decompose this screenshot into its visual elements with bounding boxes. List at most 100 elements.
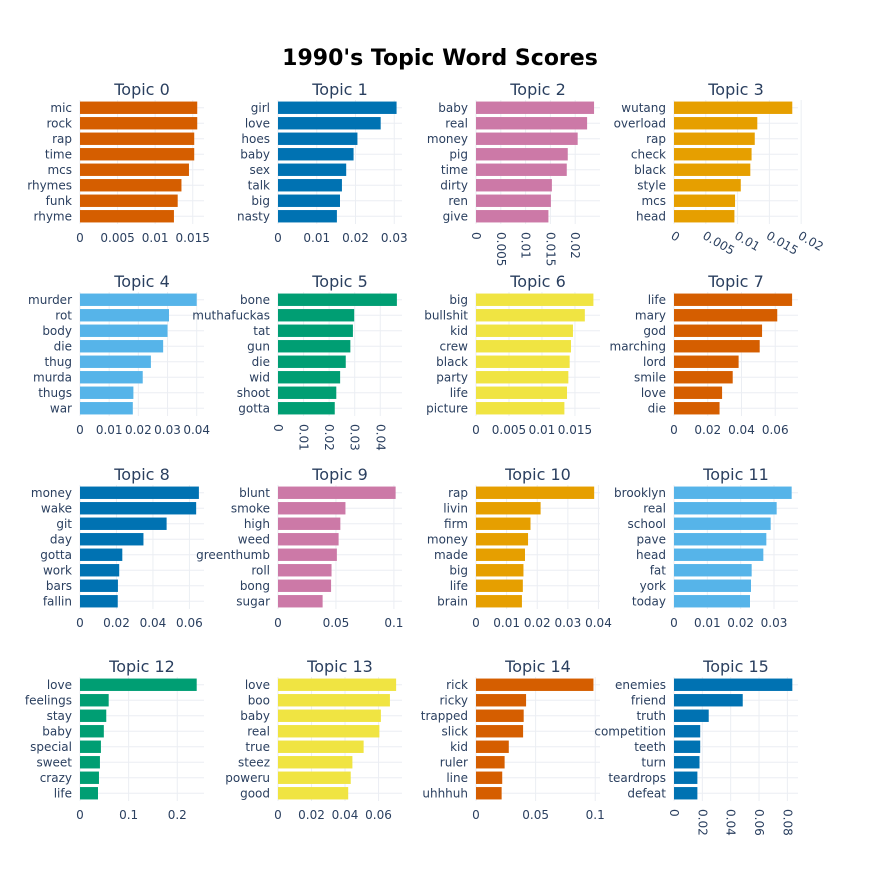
category-label: time [441,163,468,177]
category-label: funk [46,194,72,208]
category-label: trapped [421,709,468,723]
bar [278,678,397,691]
category-label: sweet [36,755,72,769]
bar [476,486,595,499]
category-label: bone [240,293,270,307]
x-tick-label: 0.02 [298,808,325,822]
bar [80,402,133,415]
bar [278,194,340,207]
category-label: pig [449,147,468,161]
category-label: overload [614,116,666,130]
category-label: tat [253,324,270,338]
category-label: god [643,324,666,338]
category-label: talk [248,178,270,192]
category-label: thug [44,355,72,369]
x-tick-label: 0.04 [728,423,755,437]
category-label: ren [448,194,468,208]
x-tick-label: 0.04 [140,616,167,630]
bar [674,371,733,384]
category-label: head [636,548,666,562]
bar [80,533,144,546]
category-label: baby [438,101,468,115]
x-tick-label: 0.01 [694,616,721,630]
bar [674,486,792,499]
x-tick-label: 0.01 [297,424,311,451]
bar [80,709,107,722]
bar [476,502,541,515]
bar [476,210,549,223]
category-label: black [634,163,666,177]
category-label: life [450,579,468,593]
bar [476,402,565,415]
category-label: defeat [627,786,666,800]
bar [278,533,339,546]
bar [80,163,189,176]
category-label: money [427,532,468,546]
subplot-title: Topic 1 [311,80,368,99]
category-label: mcs [47,163,72,177]
category-label: turn [641,755,666,769]
category-label: slick [442,724,469,738]
bar [278,771,351,784]
category-label: friend [631,693,666,707]
x-tick-label: 0.02 [796,228,826,253]
bar [476,548,525,561]
bar [80,179,182,192]
category-label: git [56,517,72,531]
bar [674,548,764,561]
category-label: thugs [38,386,72,400]
x-tick-label: 0 [469,232,483,240]
bar [278,740,364,753]
bar [476,517,531,530]
bar [80,386,134,399]
bar [80,756,100,769]
x-tick-label: 0.005 [492,423,526,437]
category-label: bong [240,579,270,593]
subplot-title: Topic 6 [509,272,566,291]
x-tick-label: 0.015 [543,232,557,266]
category-label: life [648,293,666,307]
x-tick-label: 0.06 [762,423,789,437]
category-label: wake [41,501,72,515]
x-tick-label: 0.015 [176,231,210,245]
category-label: party [436,370,468,384]
x-tick-label: 0 [274,231,282,245]
x-tick-label: 0 [274,616,282,630]
category-label: mcs [641,194,666,208]
chart-title: 1990's Topic Word Scores [282,46,598,71]
bar [278,595,323,608]
subplot-title: Topic 3 [707,80,764,99]
bar [278,293,397,306]
bar [674,163,751,176]
category-label: marching [610,339,666,353]
x-tick-label: 0.04 [332,808,359,822]
x-tick-label: 0 [274,808,282,822]
subplot-title: Topic 2 [509,80,566,99]
bar [476,725,524,738]
bar [674,386,723,399]
category-label: rap [52,132,72,146]
bar [476,787,502,800]
bar [476,148,568,161]
bar [278,402,335,415]
category-label: rick [446,678,468,692]
category-label: black [436,355,468,369]
bar [278,163,347,176]
category-label: ruler [440,755,468,769]
category-label: love [245,116,270,130]
category-label: dirty [440,178,468,192]
bar [476,595,522,608]
bar [80,771,99,784]
bar [80,117,198,130]
category-label: kid [450,324,468,338]
category-label: teardrops [608,771,666,785]
bar [674,210,735,223]
bar [80,101,198,114]
